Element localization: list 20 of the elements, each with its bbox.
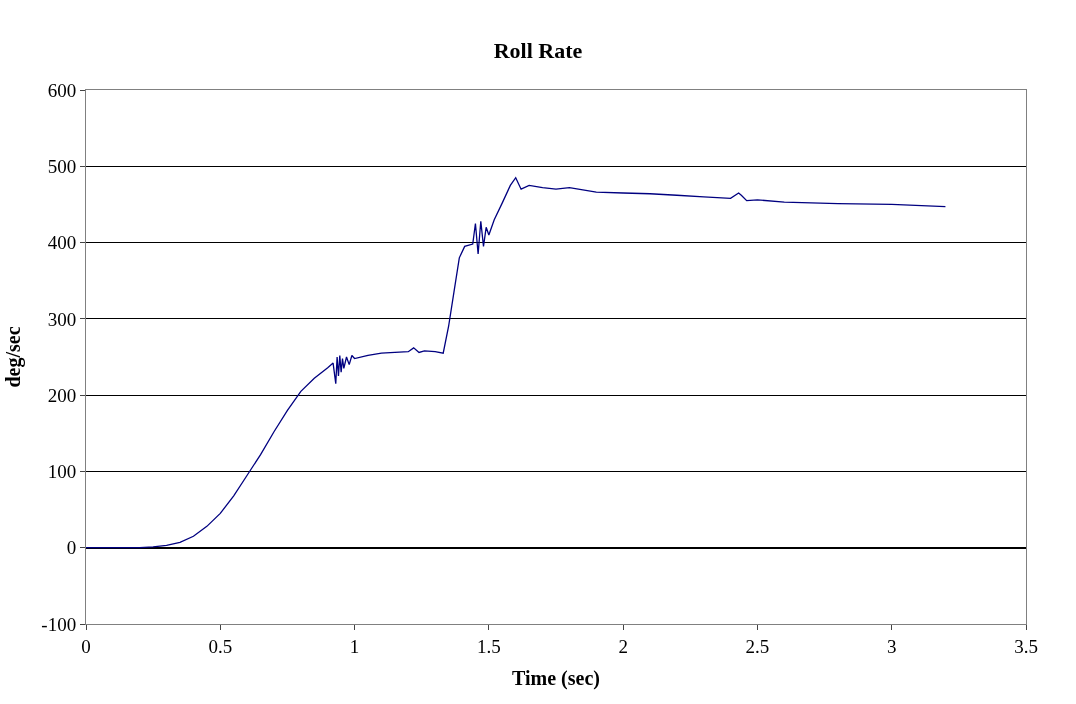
x-tick-label: 2 [618, 635, 628, 657]
y-tick-label: 500 [47, 155, 77, 177]
x-tick-label: 0 [81, 635, 91, 657]
x-axis-title: Time (sec) [512, 667, 600, 691]
y-tick-label: 400 [47, 232, 77, 254]
y-tick-label: 200 [47, 384, 77, 406]
y-axis-title: deg/sec [1, 326, 25, 388]
x-tick-label: 1.5 [476, 635, 501, 657]
y-tick-label: 600 [47, 79, 77, 101]
x-tick-label: 3.5 [1014, 635, 1038, 657]
chart-title: Roll Rate [493, 37, 583, 63]
y-tick-label: 300 [47, 308, 77, 330]
y-tick-label: 100 [47, 461, 77, 483]
y-tick-label: 0 [66, 537, 77, 559]
x-tick-label: 3 [886, 635, 897, 657]
y-tick-label: -100 [41, 613, 77, 635]
line-series [86, 177, 947, 549]
x-tick-label: 1 [349, 635, 360, 657]
x-tick-label: 2.5 [745, 635, 770, 657]
x-tick-label: 0.5 [208, 635, 233, 657]
